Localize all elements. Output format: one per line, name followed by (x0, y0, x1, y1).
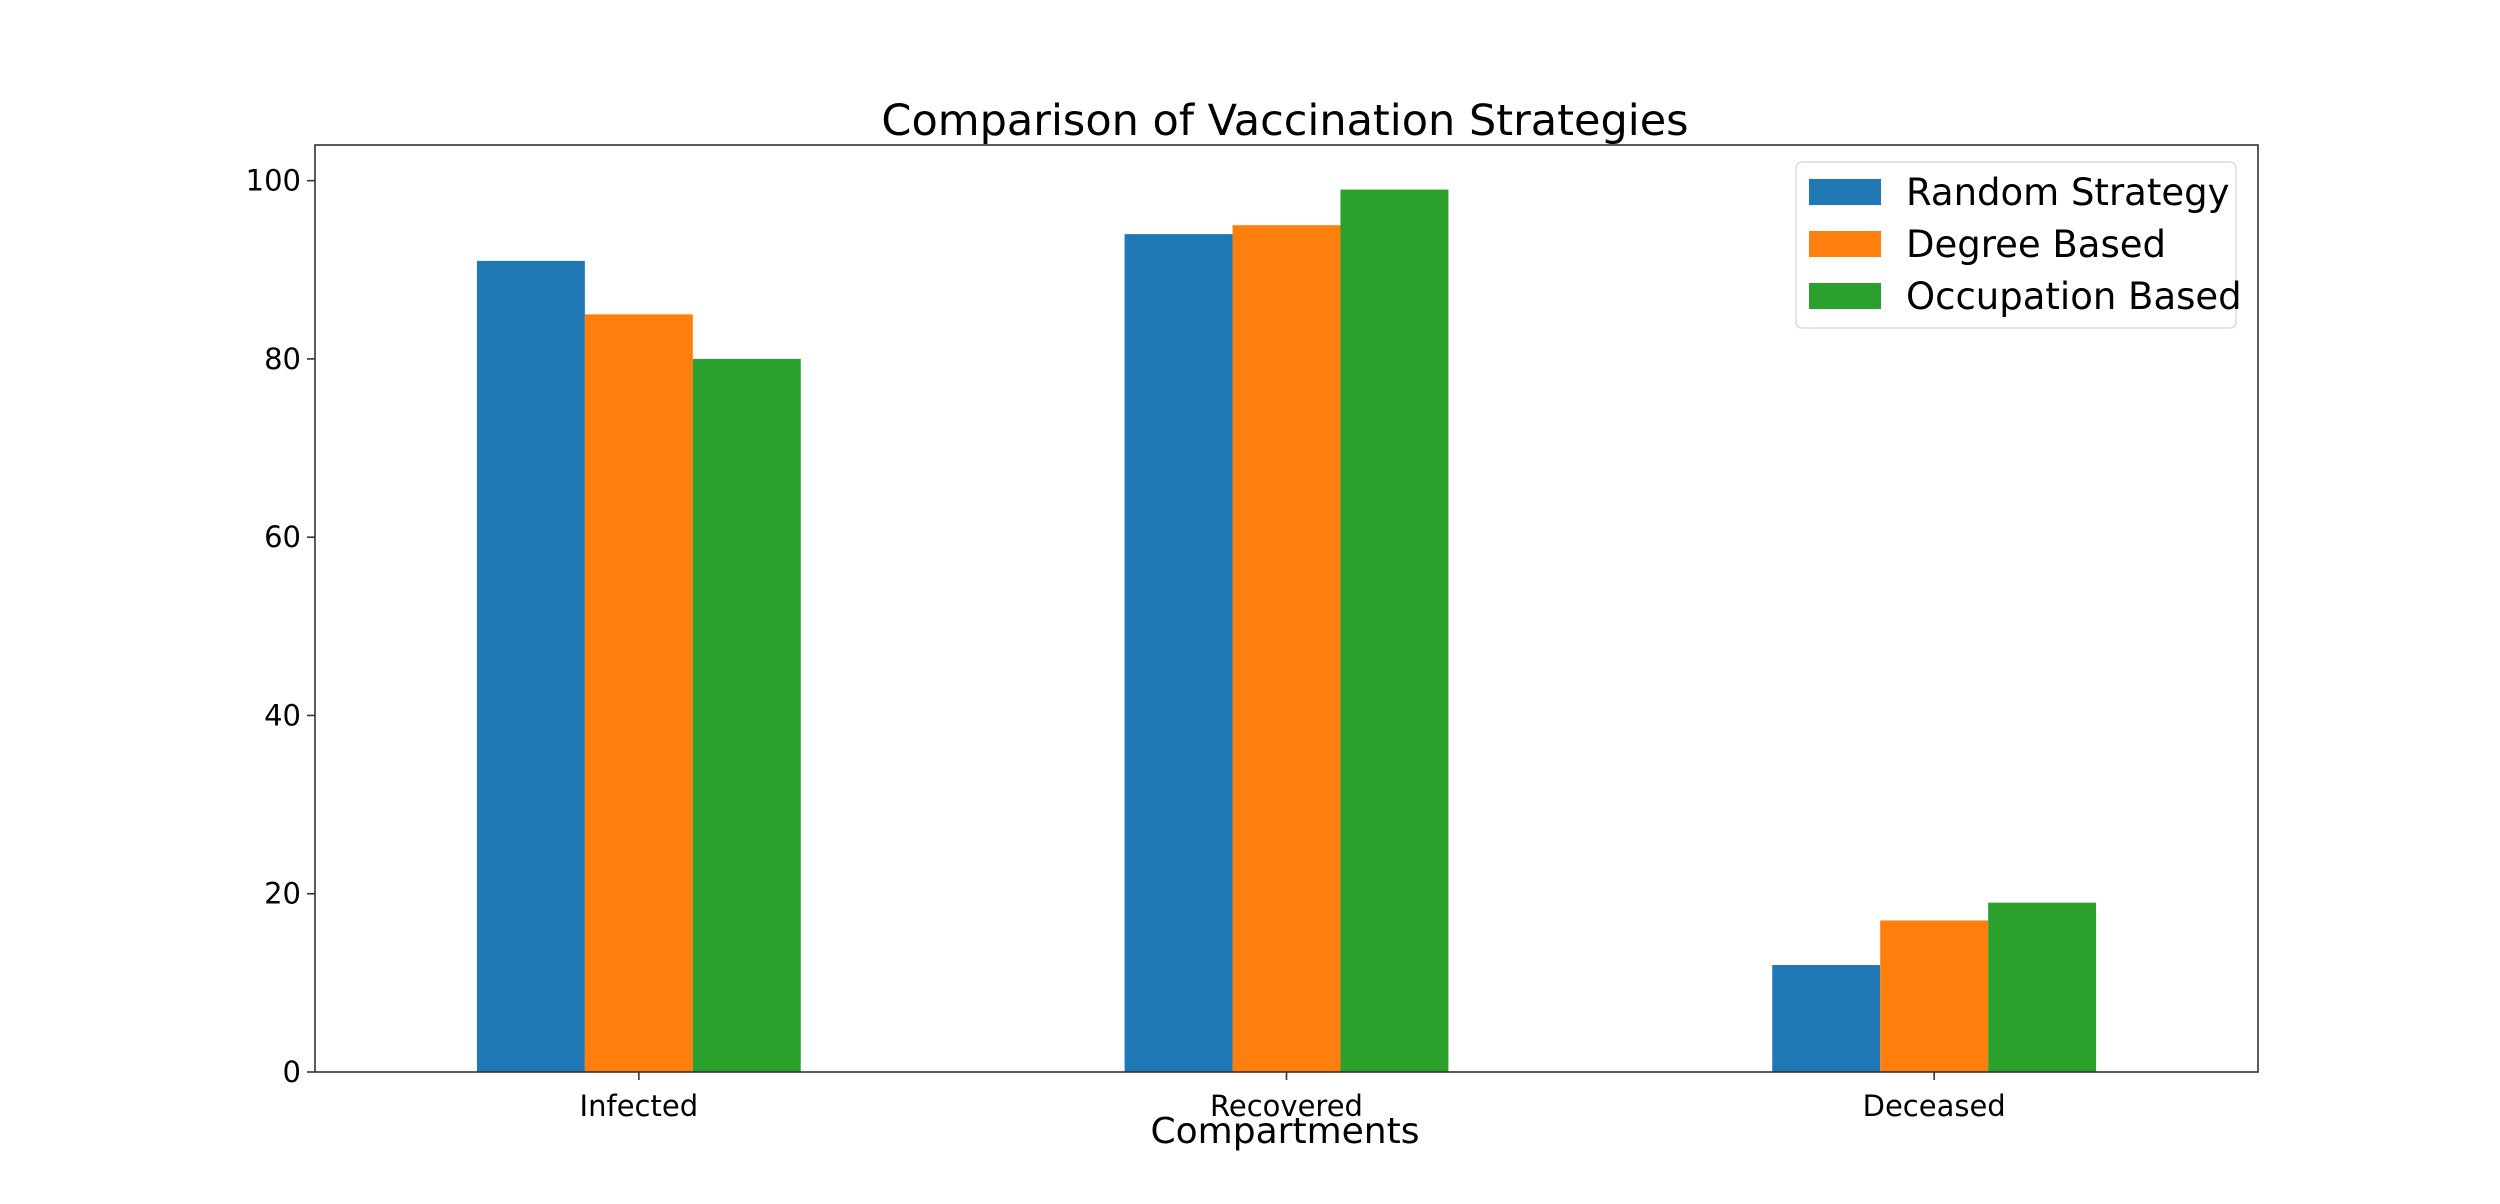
bars-layer (476, 189, 2097, 1072)
bar-infected-random-strategy (476, 260, 585, 1072)
y-tick-label: 100 (246, 164, 301, 198)
legend-label: Random Strategy (1906, 171, 2229, 214)
legend-swatch (1809, 231, 1881, 257)
bar-deceased-occupation-based (1988, 902, 2097, 1072)
x-tick-label: Recovered (1210, 1089, 1363, 1123)
bar-infected-occupation-based (692, 358, 801, 1072)
x-tick-label: Infected (580, 1089, 699, 1123)
y-tick-label: 60 (264, 520, 301, 554)
bar-recovered-random-strategy (1124, 234, 1233, 1072)
bar-recovered-occupation-based (1340, 189, 1449, 1072)
legend-box (1795, 161, 2237, 329)
y-tick-label: 80 (264, 342, 301, 376)
y-tick-label: 0 (283, 1055, 301, 1089)
plot-frame (314, 144, 2259, 1073)
ticks-layer: Infected Recovered Deceased 0 20 40 60 80 100 (246, 164, 2006, 1123)
bar-deceased-degree-based (1880, 920, 1989, 1072)
y-tick-label: 40 (264, 698, 301, 732)
x-axis-label: Compartments (1151, 1111, 1420, 1152)
bar-infected-degree-based (584, 314, 693, 1072)
y-tick-label: 20 (264, 877, 301, 911)
legend-label: Degree Based (1906, 223, 2166, 266)
bar-recovered-degree-based (1232, 225, 1341, 1072)
legend-swatch (1809, 283, 1881, 309)
chart-title: Comparison of Vaccination Strategies (881, 96, 1688, 146)
bar-deceased-random-strategy (1772, 965, 1881, 1072)
legend-swatch (1809, 179, 1881, 205)
legend: Random Strategy Degree Based Occupation Ba… (1795, 161, 2242, 329)
x-tick-label: Deceased (1863, 1089, 2006, 1123)
legend-label: Occupation Based (1906, 275, 2242, 318)
